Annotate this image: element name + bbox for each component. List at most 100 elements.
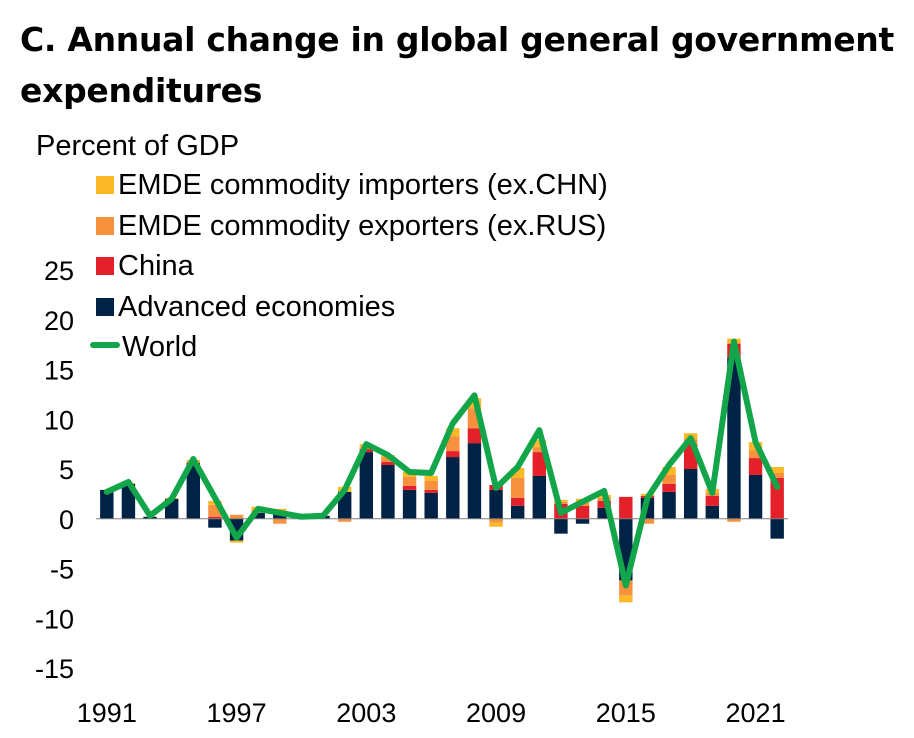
bar-emde-importers-2011	[532, 440, 547, 448]
bar-emde-exporters-1999	[273, 518, 287, 524]
bar-emde-importers-2009	[489, 522, 503, 527]
bar-advanced-economies-2011	[532, 475, 547, 519]
bar-advanced-economies-2019	[705, 505, 720, 519]
bar-emde-exporters-1997	[229, 514, 244, 519]
bar-china-2021	[748, 458, 763, 475]
legend-swatch-world	[90, 342, 120, 348]
bar-advanced-economies-2005	[402, 489, 417, 519]
bar-advanced-economies-2013	[575, 518, 590, 524]
bar-emde-exporters-2009	[489, 518, 503, 523]
bar-advanced-economies-2017	[662, 491, 676, 519]
bar-advanced-economies-1996	[208, 518, 222, 528]
bar-china-1996	[208, 516, 222, 519]
y-axis-ticks: 25 20 15 10 5 0 -5 -10 -15	[35, 256, 74, 684]
bar-advanced-economies-2002	[337, 491, 352, 519]
bar-advanced-economies-2010	[510, 505, 525, 519]
bar-china-2010	[510, 497, 525, 506]
bar-advanced-economies-2004	[381, 465, 395, 519]
bar-emde-exporters-2004	[381, 457, 395, 463]
legend-item-china: China	[96, 247, 608, 288]
chart-title: C. Annual change in global general gover…	[20, 20, 894, 110]
bar-advanced-economies-2021	[748, 474, 763, 519]
legend-label-advanced-economies: Advanced economies	[118, 290, 396, 323]
bar-advanced-economies-2008	[467, 443, 482, 519]
legend-swatch-emde-exporters	[96, 216, 114, 235]
bar-advanced-economies-2014	[597, 507, 611, 519]
y-tick-label: 10	[44, 405, 74, 435]
bar-china-2008	[467, 428, 482, 444]
bar-emde-importers-2022	[770, 467, 784, 473]
legend-swatch-advanced-economies	[96, 297, 114, 316]
bar-emde-importers-2015	[619, 595, 633, 603]
bar-emde-importers-2012	[554, 499, 568, 502]
bar-advanced-economies-2003	[359, 452, 374, 519]
legend-swatch-emde-importers	[96, 176, 114, 194]
y-axis-unit-label: Percent of GDP	[36, 130, 240, 162]
world-line	[103, 338, 781, 589]
y-tick-label: -15	[35, 654, 74, 684]
bar-china-2005	[402, 485, 417, 490]
bar-emde-exporters-2007	[446, 436, 460, 452]
legend-item-emde-importers: EMDE commodity importers (ex.CHN)	[96, 166, 608, 207]
bar-china-2019	[705, 495, 720, 506]
bar-advanced-economies-2018	[683, 469, 698, 519]
bar-emde-importers-1997	[229, 540, 244, 543]
bar-emde-exporters-2016	[640, 518, 655, 524]
bar-china-2004	[381, 462, 395, 466]
y-tick-label: -5	[50, 555, 74, 585]
bar-emde-exporters-2017	[662, 474, 676, 484]
legend-item-advanced-economies: Advanced economies	[96, 288, 608, 329]
bar-china-2013	[575, 505, 590, 519]
bar-china-2006	[424, 489, 438, 493]
bar-advanced-economies-1998	[251, 512, 265, 519]
bar-emde-exporters-2006	[424, 480, 438, 490]
bar-china-2015	[619, 496, 633, 519]
x-tick-label: 1997	[207, 698, 267, 728]
x-tick-label: 2009	[466, 698, 526, 728]
bar-emde-exporters-2011	[532, 447, 547, 453]
bar-emde-exporters-2020	[727, 518, 741, 522]
bar-china-2011	[532, 452, 547, 476]
bar-advanced-economies-2020	[727, 357, 741, 519]
y-tick-label: -10	[35, 604, 74, 634]
bar-emde-importers-2017	[662, 467, 676, 475]
bar-china-2017	[662, 483, 676, 492]
legend-item-emde-exporters: EMDE commodity exporters (ex.RUS)	[96, 207, 608, 248]
legend-label-emde-exporters: EMDE commodity exporters (ex.RUS)	[118, 209, 607, 242]
bar-emde-exporters-2021	[748, 450, 763, 459]
bar-advanced-economies-2012	[554, 518, 568, 534]
bar-advanced-economies-1995	[186, 463, 201, 519]
legend-label-emde-importers: EMDE commodity importers (ex.CHN)	[118, 169, 608, 201]
bar-emde-importers-2010	[510, 468, 525, 478]
legend-item-world: World	[90, 328, 608, 369]
bar-emde-exporters-2005	[402, 476, 417, 486]
legend-swatch-china	[96, 257, 114, 275]
bar-advanced-economies-2006	[424, 492, 438, 519]
bar-advanced-economies-1991	[100, 489, 114, 519]
legend: EMDE commodity importers (ex.CHN) EMDE c…	[90, 166, 608, 369]
bar-advanced-economies-2007	[446, 457, 460, 519]
y-tick-label: 25	[44, 256, 74, 286]
bar-emde-exporters-2002	[337, 518, 352, 522]
x-tick-label: 1991	[77, 698, 137, 728]
y-tick-label: 20	[44, 306, 74, 336]
bar-emde-exporters-1996	[208, 504, 222, 517]
y-tick-label: 0	[59, 505, 74, 535]
x-tick-label: 2015	[596, 698, 656, 728]
y-tick-label: 15	[44, 356, 74, 386]
legend-label-china: China	[118, 250, 194, 282]
bar-china-2022	[770, 477, 784, 519]
bar-emde-exporters-2010	[510, 477, 525, 498]
x-tick-label: 2003	[336, 698, 396, 728]
bar-emde-importers-2006	[424, 475, 438, 481]
bar-emde-exporters-2022	[770, 472, 784, 478]
x-tick-label: 2021	[726, 698, 786, 728]
y-tick-label: 5	[59, 455, 74, 485]
legend-label-world: World	[122, 331, 198, 363]
bar-china-2007	[446, 451, 460, 458]
bar-advanced-economies-2009	[489, 489, 503, 519]
x-axis-ticks: 1991 1997 2003 2009 2015 2021	[77, 698, 786, 728]
bar-emde-importers-2007	[446, 428, 460, 437]
bar-advanced-economies-2022	[770, 518, 784, 539]
